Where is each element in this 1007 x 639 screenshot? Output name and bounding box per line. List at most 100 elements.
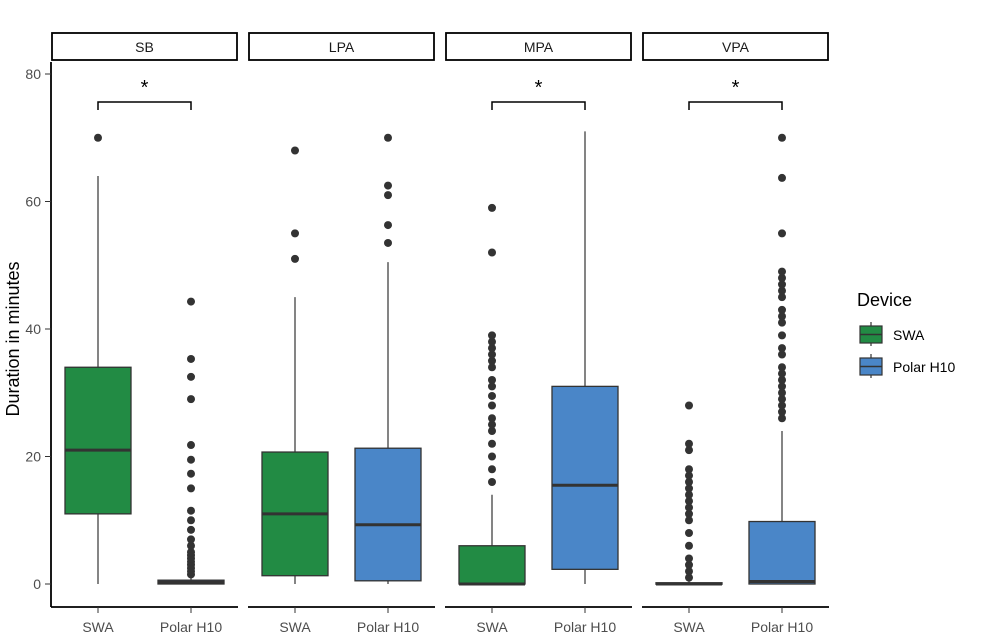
outlier-point: [187, 516, 195, 525]
box-lpa-swa: [261, 146, 329, 584]
outlier-point: [685, 401, 693, 410]
outlier-point: [488, 391, 496, 400]
outlier-point: [778, 293, 786, 302]
facet-panel-sb: SB SWA Polar H10 *: [51, 32, 238, 635]
box-rect: [551, 385, 619, 570]
outlier-point: [778, 318, 786, 327]
outlier-point: [488, 248, 496, 257]
outlier-point: [187, 535, 195, 544]
box-rect: [64, 366, 132, 515]
x-tick-label: Polar H10: [751, 619, 813, 635]
legend-item: SWA: [859, 322, 925, 346]
box-sb-polar-h10: [157, 297, 225, 585]
outlier-point: [488, 478, 496, 486]
box-mpa-polar-h10: [551, 131, 619, 584]
outlier-point: [187, 372, 195, 381]
legend-label: Polar H10: [893, 359, 955, 375]
facet-panel-vpa: VPA SWA Polar H10 *: [642, 32, 829, 635]
outlier-point: [488, 382, 496, 391]
box-sb-swa: [64, 133, 132, 584]
outlier-point: [778, 376, 786, 384]
facet-strip-label: LPA: [329, 39, 355, 55]
box-vpa-polar-h10: [748, 133, 816, 585]
outlier-point: [685, 465, 693, 474]
outlier-point: [685, 573, 693, 582]
y-tick-label: 60: [25, 194, 41, 210]
y-axis-label: Duration in minutes: [3, 261, 23, 416]
outlier-point: [778, 280, 786, 289]
outlier-point: [488, 331, 496, 340]
outlier-point: [778, 414, 786, 423]
outlier-point: [778, 173, 786, 182]
outlier-point: [94, 133, 102, 142]
outlier-point: [384, 238, 392, 247]
y-tick-label: 0: [33, 576, 41, 592]
significance-label: *: [535, 77, 543, 99]
facet-strip: [642, 32, 829, 61]
outlier-point: [488, 344, 496, 353]
outlier-point: [384, 181, 392, 190]
outlier-point: [685, 554, 693, 563]
x-tick-label: Polar H10: [554, 619, 616, 635]
outlier-point: [187, 395, 195, 404]
outlier-point: [685, 509, 693, 518]
outlier-point: [685, 529, 693, 537]
outlier-point: [488, 439, 496, 448]
outlier-point: [778, 286, 786, 295]
facet-panel-lpa: LPA SWA Polar H10: [248, 32, 435, 635]
box-rect: [748, 520, 816, 585]
outlier-point: [187, 525, 195, 534]
outlier-point: [187, 354, 195, 363]
outlier-point: [187, 297, 195, 306]
legend-title: Device: [857, 290, 912, 310]
outlier-point: [778, 388, 786, 397]
box-vpa-swa: [655, 401, 723, 586]
outlier-point: [291, 229, 299, 238]
outlier-point: [384, 191, 392, 200]
outlier-point: [488, 356, 496, 365]
outlier-point: [488, 401, 496, 410]
outlier-point: [778, 344, 786, 353]
outlier-point: [488, 420, 496, 429]
outlier-point: [778, 229, 786, 238]
facet-strip: [248, 32, 435, 61]
outlier-point: [685, 490, 693, 499]
outlier-point: [291, 254, 299, 263]
outlier-point: [685, 478, 693, 486]
box-rect: [354, 447, 422, 582]
outlier-point: [187, 469, 195, 478]
outlier-point: [685, 567, 693, 576]
outlier-point: [778, 363, 786, 372]
box-mpa-swa: [458, 203, 526, 586]
outlier-point: [187, 506, 195, 515]
outlier-point: [187, 441, 195, 450]
legend-item: Polar H10: [859, 354, 955, 378]
significance-label: *: [141, 77, 149, 99]
x-tick-label: SWA: [279, 619, 311, 635]
facet-panels: SB SWA Polar H10 * LPA SWA Polar H10 MPA SWA Pola…: [51, 32, 829, 635]
x-tick-label: SWA: [673, 619, 705, 635]
outlier-point: [488, 452, 496, 461]
outlier-point: [778, 401, 786, 410]
facet-strip-label: SB: [135, 39, 154, 55]
y-tick-label: 80: [25, 66, 41, 82]
outlier-point: [778, 382, 786, 391]
significance-label: *: [732, 77, 740, 99]
significance-bracket: [688, 101, 783, 110]
outlier-point: [685, 446, 693, 455]
outlier-point: [778, 350, 786, 359]
y-tick-label: 40: [25, 321, 41, 337]
box-rect: [458, 545, 526, 585]
x-tick-label: Polar H10: [160, 619, 222, 635]
legend: Device SWA Polar H10: [857, 290, 955, 378]
outlier-point: [187, 484, 195, 493]
outlier-point: [488, 427, 496, 435]
outlier-point: [384, 133, 392, 142]
outlier-point: [488, 465, 496, 474]
facet-strip: [445, 32, 632, 61]
outlier-point: [778, 395, 786, 404]
significance-bracket: [491, 101, 586, 110]
outlier-point: [384, 221, 392, 230]
facet-strip-label: MPA: [524, 39, 554, 55]
x-tick-label: SWA: [476, 619, 508, 635]
